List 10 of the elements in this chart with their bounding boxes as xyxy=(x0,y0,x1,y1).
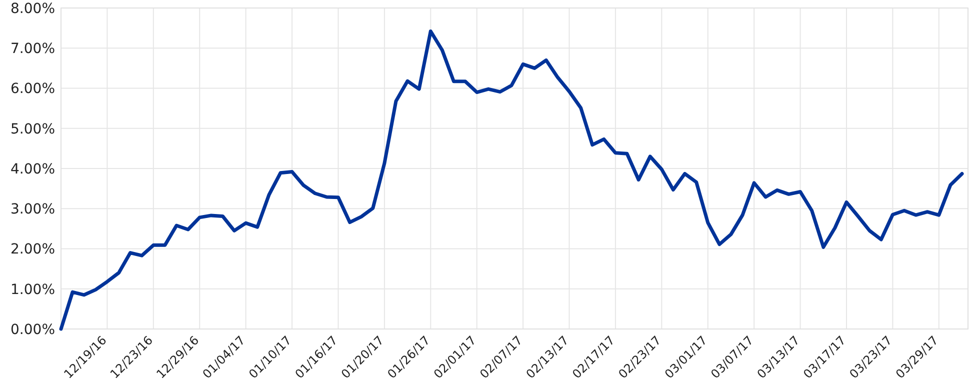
y-tick-label: 8.00% xyxy=(10,0,55,17)
y-tick-label: 4.00% xyxy=(10,161,55,178)
y-tick-label: 0.00% xyxy=(10,322,55,338)
line-series xyxy=(59,30,964,331)
y-tick-label: 7.00% xyxy=(10,41,55,58)
y-tick-label: 2.00% xyxy=(10,242,55,258)
y-tick-label: 6.00% xyxy=(10,81,55,98)
y-tick-label: 1.00% xyxy=(10,282,55,298)
y-tick-label: 5.00% xyxy=(10,121,55,138)
y-tick-label: 3.00% xyxy=(10,202,55,218)
